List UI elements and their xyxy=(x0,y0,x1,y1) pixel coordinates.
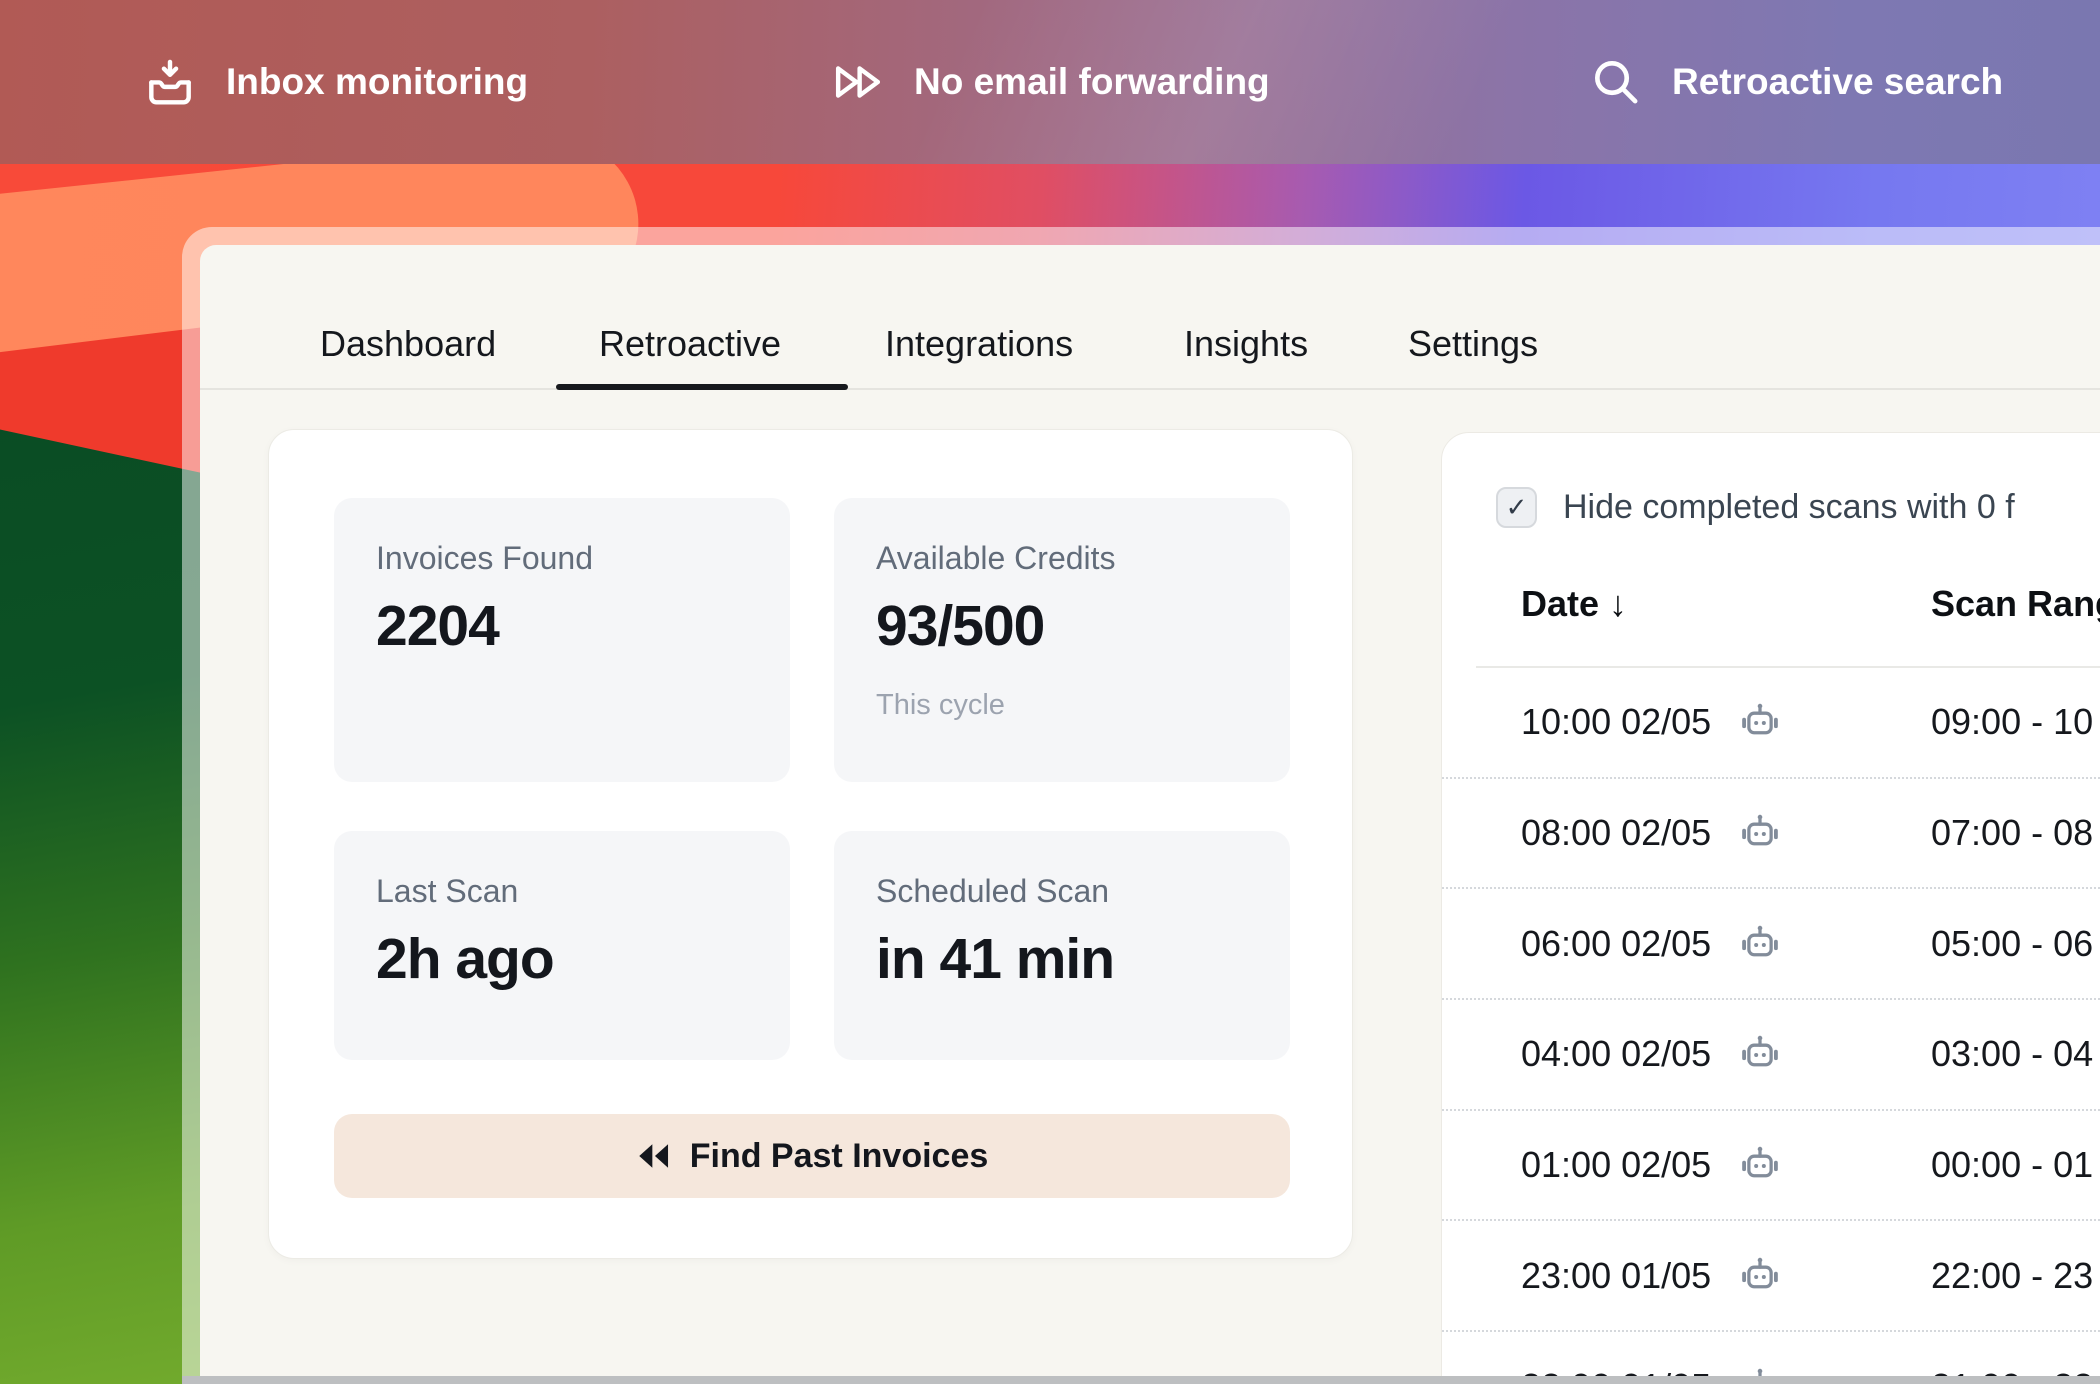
stat-label: Last Scan xyxy=(376,873,519,909)
stat-scheduled-scan: Scheduled Scan in 41 min xyxy=(834,831,1290,1060)
scan-row[interactable]: 01:00 02/05 00:00 - 01 xyxy=(1442,1111,2100,1222)
active-tab-underline xyxy=(556,384,848,390)
scan-range: 09:00 - 10 xyxy=(1931,701,2094,743)
scan-range: 05:00 - 06 xyxy=(1931,922,2094,964)
tab-settings[interactable]: Settings xyxy=(1408,323,1539,364)
scan-row[interactable]: 10:00 02/05 09:00 - 10 xyxy=(1442,668,2100,779)
scan-row[interactable]: 23:00 01/05 22:00 - 23 xyxy=(1442,1221,2100,1333)
robot-icon xyxy=(1737,1031,1783,1077)
robot-icon xyxy=(1737,1142,1783,1188)
hide-completed-filter: ✓ Hide completed scans with 0 f xyxy=(1496,487,2015,528)
banner-item-no-forwarding: No email forwarding xyxy=(830,0,1270,164)
stat-value: in 41 min xyxy=(876,927,1115,991)
app-window: Dashboard Retroactive Integrations Insig… xyxy=(182,227,2100,1384)
banner-item-label: No email forwarding xyxy=(914,61,1270,102)
banner-item-label: Retroactive search xyxy=(1672,61,2004,102)
stat-last-scan: Last Scan 2h ago xyxy=(334,831,790,1060)
tabs-divider xyxy=(200,388,2100,390)
window-bottom-edge xyxy=(182,1376,2100,1384)
scan-row[interactable]: 04:00 02/05 03:00 - 04 xyxy=(1442,1000,2100,1111)
scan-range: 03:00 - 04 xyxy=(1931,1033,2094,1075)
overview-card: Invoices Found 2204 Available Credits 93… xyxy=(268,429,1353,1259)
scans-card: ✓ Hide completed scans with 0 f Date ↓ S… xyxy=(1441,432,2100,1384)
scan-rows: 10:00 02/05 09:00 - 10 08:00 02/05 07:00… xyxy=(1442,668,2100,1384)
scan-range: 07:00 - 08 xyxy=(1931,812,2094,854)
search-icon xyxy=(1588,54,1644,110)
app-window-content: Dashboard Retroactive Integrations Insig… xyxy=(200,245,2100,1384)
tab-integrations[interactable]: Integrations xyxy=(885,323,1074,364)
scan-date: 10:00 02/05 xyxy=(1521,701,1712,743)
tab-insights[interactable]: Insights xyxy=(1184,323,1309,364)
scan-range: 22:00 - 23 xyxy=(1931,1254,2094,1296)
scan-date: 04:00 02/05 xyxy=(1521,1033,1712,1075)
banner-item-retroactive-search: Retroactive search xyxy=(1588,0,2003,164)
feature-banner: Inbox monitoring No email forwarding Ret… xyxy=(0,0,2100,164)
hide-completed-checkbox[interactable]: ✓ xyxy=(1496,487,1537,528)
hide-completed-label: Hide completed scans with 0 f xyxy=(1563,488,2015,526)
robot-icon xyxy=(1737,810,1783,856)
scan-date: 06:00 02/05 xyxy=(1521,922,1712,964)
scan-range: 00:00 - 01 xyxy=(1931,1144,2094,1186)
tab-dashboard[interactable]: Dashboard xyxy=(320,323,497,364)
tab-retroactive[interactable]: Retroactive xyxy=(599,323,782,364)
banner-item-inbox-monitoring: Inbox monitoring xyxy=(142,0,528,164)
robot-icon xyxy=(1737,699,1783,745)
scan-date: 08:00 02/05 xyxy=(1521,812,1712,854)
find-past-invoices-button[interactable]: Find Past Invoices xyxy=(334,1114,1290,1198)
stat-value: 2h ago xyxy=(376,927,555,991)
scan-row[interactable]: 08:00 02/05 07:00 - 08 xyxy=(1442,779,2100,890)
stat-value: 2204 xyxy=(376,594,500,658)
stat-available-credits: Available Credits 93/500 This cycle xyxy=(834,498,1290,782)
rewind-icon xyxy=(636,1142,670,1170)
stat-invoices-found: Invoices Found 2204 xyxy=(334,498,790,782)
robot-icon xyxy=(1737,1253,1783,1299)
stat-label: Scheduled Scan xyxy=(876,873,1110,909)
scan-date: 01:00 02/05 xyxy=(1521,1144,1712,1186)
stat-value: 93/500 xyxy=(876,594,1045,658)
table-header-divider xyxy=(1476,666,2100,668)
stat-label: Invoices Found xyxy=(376,540,594,576)
fast-forward-icon xyxy=(830,54,886,110)
inbox-arrow-down-icon xyxy=(142,54,198,110)
scan-row[interactable]: 06:00 02/05 05:00 - 06 xyxy=(1442,889,2100,1001)
scan-date: 23:00 01/05 xyxy=(1521,1254,1712,1296)
find-past-invoices-label: Find Past Invoices xyxy=(689,1136,989,1175)
column-header-scan-range: Scan Rang xyxy=(1931,583,2100,624)
stat-label: Available Credits xyxy=(876,540,1116,576)
check-icon: ✓ xyxy=(1505,492,1528,522)
banner-item-label: Inbox monitoring xyxy=(226,61,529,102)
robot-icon xyxy=(1737,921,1783,967)
column-header-date[interactable]: Date ↓ xyxy=(1521,583,1628,624)
stat-subtext: This cycle xyxy=(876,689,1005,721)
